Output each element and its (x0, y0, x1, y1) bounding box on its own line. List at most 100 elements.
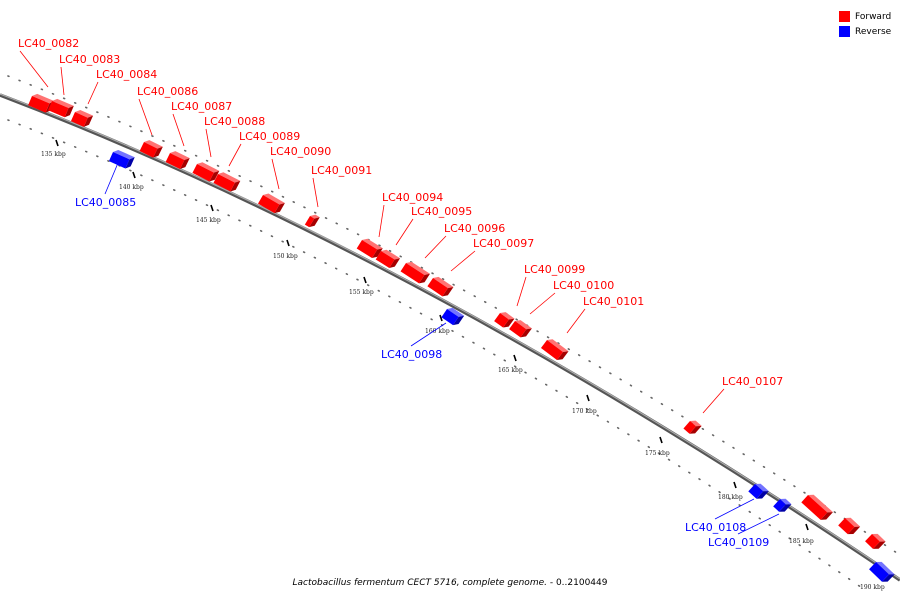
gene-label[interactable]: LC40_0097 (473, 237, 534, 250)
label-leaders (19, 50, 780, 535)
gene-label[interactable]: LC40_0099 (524, 263, 585, 276)
gene-label[interactable]: LC40_0088 (204, 115, 265, 128)
leader-line (450, 250, 476, 272)
gene-label[interactable]: LC40_0108 (685, 521, 746, 534)
gene-features (28, 93, 895, 584)
gene-lc40-0100[interactable] (509, 318, 532, 340)
leader-line (516, 276, 527, 307)
gene-label[interactable]: LC40_0091 (311, 164, 372, 177)
gene-label[interactable]: LC40_0095 (411, 205, 472, 218)
tick-label: 135 kbp (41, 151, 66, 158)
gene-label[interactable]: LC40_0086 (137, 85, 198, 98)
tick-mark (363, 276, 367, 284)
tick-label: 170 kbp (572, 408, 597, 415)
tick-label: 190 kbp (860, 584, 885, 591)
reverse-swatch (839, 26, 850, 37)
gene-lc40-0098[interactable] (441, 306, 465, 328)
leader-line (172, 113, 185, 147)
leader-line (714, 498, 755, 520)
gene-labels: LC40_0082 LC40_0083 LC40_0084 LC40_0085 LC40… (18, 37, 783, 549)
tick-mark (805, 523, 809, 531)
gene-lc40-0101[interactable] (540, 337, 569, 363)
gene-label[interactable]: LC40_0082 (18, 37, 79, 50)
tick-mark (55, 139, 59, 147)
tick-label: 140 kbp (119, 184, 144, 191)
leader-line (410, 322, 447, 347)
tick-mark (733, 481, 737, 489)
legend: Forward Reverse (839, 9, 891, 39)
tick-label: 185 kbp (789, 538, 814, 545)
leader-line (395, 218, 414, 246)
tick-label: 145 kbp (196, 217, 221, 224)
leader-line (87, 81, 99, 105)
gene-lc40-0089[interactable] (213, 170, 241, 193)
leader-line (424, 235, 447, 259)
gene-lc40-0084[interactable] (70, 108, 94, 128)
gene-label[interactable]: LC40_0107 (722, 375, 783, 388)
genome-backbone (0, 93, 900, 582)
kbp-ticks: 135 kbp 140 kbp 145 kbp 150 kbp 155 kbp 160 k… (41, 139, 885, 591)
gene-lc40-0086[interactable] (139, 138, 163, 159)
gene-lc40-0087[interactable] (165, 149, 190, 170)
gene-lc40-0088[interactable] (192, 160, 220, 183)
gene-lc40-0097[interactable] (427, 275, 454, 299)
leader-line (529, 292, 556, 315)
gene-label[interactable]: LC40_0089 (239, 130, 300, 143)
gene-lc40-0090[interactable] (258, 192, 285, 216)
tick-mark (439, 314, 443, 322)
organism-name: Lactobacillus fermentum CECT 5716, compl… (292, 578, 547, 588)
gene-lc40-0109[interactable] (773, 496, 792, 514)
leader-line (378, 204, 385, 238)
gene-label[interactable]: LC40_0098 (381, 348, 442, 361)
coordinate-range: - 0..2100449 (546, 578, 608, 588)
tick-mark (210, 204, 214, 212)
gene-lc40-0085[interactable] (108, 148, 135, 170)
gene-lc40-0083[interactable] (48, 97, 74, 118)
gene-feature[interactable] (838, 515, 861, 537)
gene-lc40-0096[interactable] (400, 260, 430, 286)
gene-label[interactable]: LC40_0096 (444, 222, 505, 235)
tick-label: 160 kbp (425, 328, 450, 335)
gene-feature[interactable] (869, 559, 895, 584)
forward-swatch (839, 11, 850, 22)
gene-lc40-0099[interactable] (494, 310, 515, 330)
tick-mark (659, 436, 663, 444)
gene-label[interactable]: LC40_0090 (270, 145, 331, 158)
leader-line (60, 66, 65, 96)
tick-mark (513, 354, 517, 362)
leader-line (271, 158, 280, 190)
leader-line (228, 143, 242, 167)
tick-label: 175 kbp (645, 450, 670, 457)
legend-forward: Forward (839, 9, 891, 24)
legend-reverse-label: Reverse (855, 26, 892, 37)
leader-line (104, 162, 119, 195)
leader-line (19, 50, 49, 88)
tick-mark (586, 394, 590, 402)
tick-label: 180 kbp (718, 494, 743, 501)
legend-forward-label: Forward (855, 11, 892, 22)
gene-lc40-0108[interactable] (748, 481, 769, 501)
gene-lc40-0094[interactable] (356, 237, 383, 261)
gene-lc40-0091[interactable] (304, 213, 320, 230)
gene-feature[interactable] (801, 492, 833, 522)
gene-lc40-0107[interactable] (683, 418, 702, 436)
gene-label[interactable]: LC40_0087 (171, 100, 232, 113)
leader-line (702, 388, 725, 414)
gene-label[interactable]: LC40_0101 (583, 295, 644, 308)
leader-line (566, 308, 586, 334)
legend-reverse: Reverse (839, 24, 891, 39)
gene-label[interactable]: LC40_0109 (708, 536, 769, 549)
gene-label[interactable]: LC40_0085 (75, 196, 136, 209)
gene-feature[interactable] (865, 531, 886, 551)
tick-mark (132, 171, 136, 179)
gene-label[interactable]: LC40_0100 (553, 279, 614, 292)
gene-lc40-0095[interactable] (375, 248, 401, 270)
gene-label[interactable]: LC40_0084 (96, 68, 157, 81)
gene-label[interactable]: LC40_0083 (59, 53, 120, 66)
gene-label[interactable]: LC40_0094 (382, 191, 443, 204)
leader-line (312, 177, 319, 208)
leader-line (737, 513, 780, 535)
leader-line (205, 128, 212, 158)
leader-line (138, 98, 153, 136)
